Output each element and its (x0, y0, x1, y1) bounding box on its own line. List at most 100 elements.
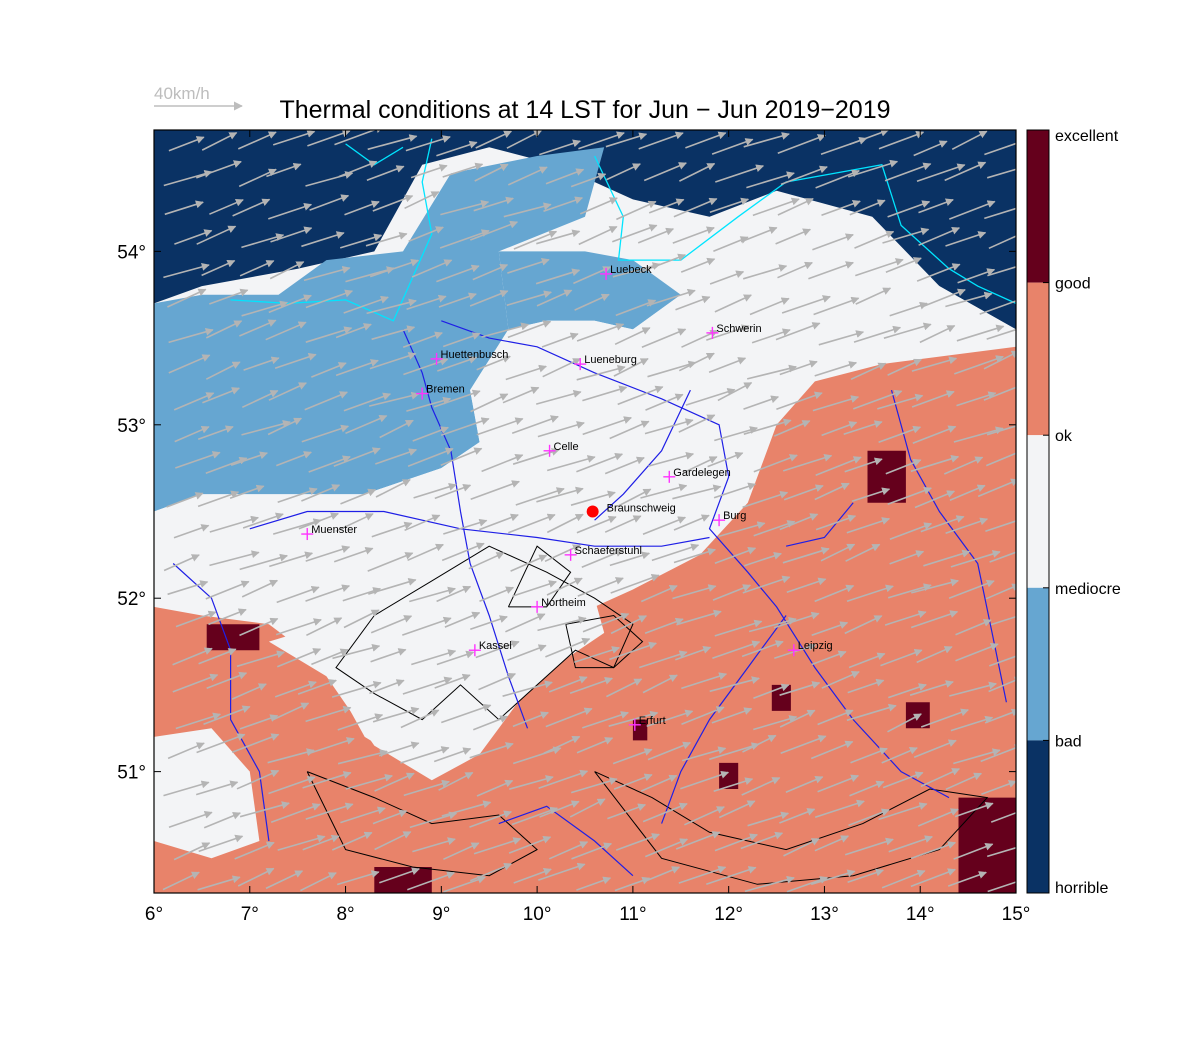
wind-arrow (642, 674, 678, 694)
wind-arrow (546, 455, 596, 472)
wind-arrow (848, 808, 890, 827)
wind-arrow (582, 612, 630, 633)
wind-arrow (910, 610, 959, 629)
wind-arrow (569, 677, 613, 694)
wind-arrow (617, 488, 652, 508)
x-tick-label: 13° (810, 904, 839, 925)
wind-arrow (229, 484, 265, 500)
wind-arrow (751, 328, 791, 344)
wind-arrow (639, 253, 687, 273)
wind-arrow (744, 552, 782, 567)
wind-arrow (610, 615, 648, 635)
wind-arrow (400, 709, 440, 729)
wind-arrow (709, 270, 745, 285)
town-muenster: Muenster (301, 524, 357, 541)
wind-arrow (331, 831, 373, 851)
colorbar-label: excellent (1055, 128, 1119, 145)
wind-arrow (645, 393, 684, 411)
river (785, 502, 854, 547)
wind-arrow (984, 142, 1016, 156)
wind-arrow (644, 866, 681, 883)
wind-arrow (268, 775, 316, 795)
wind-arrow (267, 748, 315, 764)
wind-arrow (718, 800, 756, 819)
wind-arrow (336, 870, 380, 886)
terrain-contour (594, 771, 989, 885)
wind-arrow (576, 452, 624, 473)
wind-arrow (536, 486, 584, 503)
wind-scale: 40km/h (154, 84, 243, 111)
wind-arrow (814, 584, 855, 603)
wind-arrow (949, 681, 997, 697)
wind-arrow (985, 583, 1016, 600)
wind-arrow (713, 236, 749, 253)
wind-arrow (615, 833, 660, 851)
x-tick-label: 6° (145, 904, 163, 925)
wind-arrow (436, 585, 472, 603)
wind-arrow (878, 802, 928, 821)
wind-arrow (305, 705, 352, 723)
wind-arrow (239, 617, 279, 637)
wind-arrow (469, 289, 509, 307)
wind-arrow (203, 705, 251, 726)
wind-arrow (372, 706, 420, 723)
wind-arrow (231, 683, 267, 700)
wind-arrow (673, 197, 718, 218)
wind-arrow (644, 418, 694, 435)
wind-arrow (582, 385, 628, 402)
wind-arrow (439, 229, 490, 249)
wind-arrow (612, 748, 653, 765)
wind-arrow (168, 136, 205, 152)
wind-arrow (335, 323, 372, 339)
wind-arrow (539, 139, 581, 156)
wind-arrow (980, 744, 1016, 763)
wind-arrow (541, 332, 579, 348)
wind-arrow (640, 774, 678, 792)
wind-arrow (988, 676, 1016, 693)
wind-arrow (502, 680, 553, 697)
wind-arrow (441, 800, 492, 817)
wind-arrow (413, 483, 457, 499)
wind-arrow (573, 266, 612, 285)
wind-arrow (773, 611, 820, 629)
wind-arrow (877, 393, 924, 410)
wind-arrow (173, 524, 210, 539)
wind-arrow (821, 671, 860, 689)
wind-arrow (909, 680, 954, 696)
wind-arrow (305, 289, 354, 309)
wind-arrow (403, 357, 449, 376)
wind-arrow (307, 737, 355, 755)
wind-arrow (163, 780, 210, 797)
wind-arrow (305, 545, 351, 562)
wind-arrow (947, 871, 987, 887)
wind-arrow (681, 706, 725, 726)
wind-arrow (815, 456, 862, 476)
town-label: Leipzig (798, 640, 833, 652)
wind-arrow (440, 417, 490, 436)
wind-arrow (512, 746, 562, 765)
wind-arrow (918, 227, 961, 246)
wind-arrow (679, 162, 716, 182)
wind-arrow (444, 611, 481, 628)
wind-arrow (433, 747, 472, 763)
wind-arrow (889, 522, 933, 540)
wind-arrow (307, 130, 351, 147)
wind-arrow (507, 320, 552, 339)
wind-arrow (535, 268, 581, 285)
wind-arrow (578, 225, 618, 246)
wind-arrow (309, 194, 350, 211)
map-frame (153, 129, 1017, 894)
wind-arrow (298, 512, 339, 530)
wind-arrow (340, 488, 377, 505)
town-huettenbusch: Huettenbusch (430, 349, 508, 365)
wind-arrow (812, 395, 860, 412)
wind-arrow (272, 130, 316, 146)
wind-arrow (851, 487, 891, 502)
wind-arrow (197, 425, 234, 440)
wind-arrow (337, 713, 384, 731)
town-luebeck: Luebeck (600, 264, 652, 280)
wind-arrow (818, 330, 865, 346)
wind-arrow (369, 258, 420, 278)
wind-arrow (241, 389, 279, 409)
wind-arrow (604, 456, 645, 475)
